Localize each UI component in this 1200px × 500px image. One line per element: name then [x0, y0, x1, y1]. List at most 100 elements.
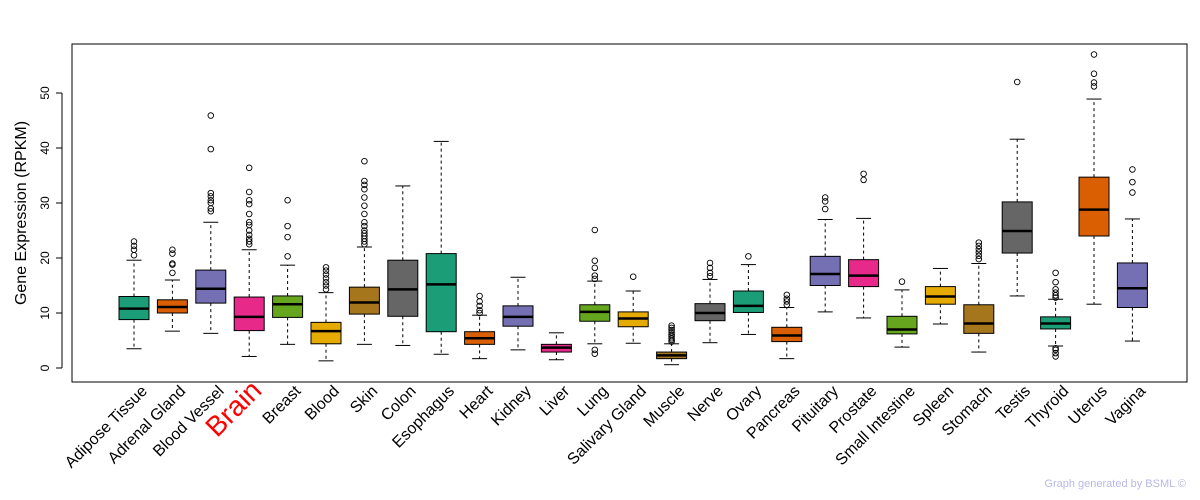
outlier-point — [1052, 289, 1059, 296]
x-tick-label: Blood — [302, 383, 343, 424]
outlier-point — [1129, 189, 1136, 196]
box-uterus — [1078, 51, 1110, 305]
outlier-point — [783, 301, 791, 309]
outlier-point — [361, 210, 368, 218]
outlier-point — [706, 259, 714, 267]
outlier-point — [975, 249, 983, 256]
outlier-point — [476, 307, 483, 314]
outlier-point — [1052, 294, 1059, 301]
box-adrenal-gland — [156, 246, 188, 332]
outlier-point — [169, 260, 176, 267]
iqr-box — [1116, 262, 1148, 309]
x-tick-label: Nerve — [685, 383, 727, 425]
x-tick-label: Liver — [537, 382, 574, 419]
outlier-point — [1052, 286, 1059, 293]
iqr-box — [886, 315, 918, 335]
outlier-point — [591, 226, 599, 234]
iqr-box — [809, 255, 841, 287]
outlier-point — [245, 221, 253, 229]
outlier-point — [322, 271, 330, 278]
iqr-box — [732, 290, 764, 313]
outlier-point — [1052, 278, 1059, 286]
box-prostate — [848, 170, 880, 319]
x-tick-label: Muscle — [641, 383, 689, 431]
outlier-point — [284, 253, 291, 260]
outlier-point — [745, 253, 752, 260]
outlier-point — [361, 194, 368, 201]
outlier-point — [245, 210, 253, 218]
outlier-point — [975, 252, 983, 260]
outlier-point — [361, 157, 368, 165]
outlier-point — [1052, 344, 1059, 352]
iqr-box — [848, 259, 880, 288]
outlier-point — [207, 199, 215, 207]
plot-frame — [71, 43, 1188, 383]
outlier-point — [591, 275, 599, 283]
outlier-point — [207, 193, 215, 200]
y-tick-label: 30 — [38, 196, 52, 210]
box-adipose-tissue — [118, 238, 150, 350]
outlier-point — [322, 278, 330, 286]
outlier-point — [207, 189, 215, 197]
outlier-point — [476, 309, 483, 317]
outlier-point — [361, 177, 368, 185]
iqr-box — [310, 321, 342, 345]
outlier-point — [1129, 166, 1136, 173]
outlier-point — [361, 218, 368, 226]
box-testis — [1001, 78, 1033, 297]
outlier-point — [1052, 292, 1059, 299]
outlier-point — [130, 251, 138, 259]
outlier-point — [169, 246, 176, 253]
outlier-point — [322, 267, 330, 274]
outlier-point — [668, 322, 675, 329]
outlier-point — [207, 145, 215, 153]
box-skin — [348, 157, 380, 345]
box-blood-vessel — [195, 112, 227, 334]
outlier-point — [169, 250, 176, 257]
box-pituitary — [809, 194, 841, 313]
outlier-point — [207, 207, 215, 215]
outlier-point — [975, 245, 983, 253]
box-liver — [540, 332, 572, 361]
box-blood — [310, 264, 342, 362]
outlier-point — [591, 264, 599, 272]
outlier-point — [245, 218, 253, 226]
outlier-point — [207, 196, 215, 204]
box-small-intestine — [886, 278, 918, 348]
box-heart — [464, 292, 496, 360]
outlier-point — [322, 282, 330, 289]
outlier-point — [476, 302, 483, 310]
outlier-point — [1052, 269, 1059, 277]
outlier-point — [245, 235, 253, 242]
iqr-box — [195, 269, 227, 304]
outlier-point — [975, 242, 983, 250]
outlier-point — [821, 198, 829, 205]
box-colon — [387, 185, 419, 346]
outlier-point — [322, 264, 330, 271]
outlier-point — [783, 291, 791, 299]
x-tick-label: Kidney — [488, 383, 535, 430]
outlier-point — [130, 238, 138, 245]
outlier-point — [591, 272, 599, 279]
outlier-point — [668, 326, 675, 334]
box-thyroid — [1040, 269, 1072, 360]
outlier-point — [169, 269, 176, 277]
outlier-point — [361, 202, 368, 209]
outlier-point — [860, 170, 867, 178]
outlier-point — [975, 239, 983, 246]
iqr-box — [1078, 176, 1110, 237]
outlier-point — [361, 227, 368, 234]
box-muscle — [656, 322, 688, 366]
outlier-point — [130, 246, 138, 253]
outlier-point — [361, 229, 368, 237]
y-axis-title: Gene Expression (RPKM) — [13, 121, 30, 305]
outlier-point — [668, 331, 675, 338]
box-spleen — [924, 267, 956, 325]
outlier-point — [284, 196, 291, 204]
box-breast — [272, 196, 304, 345]
outlier-point — [130, 242, 138, 250]
outlier-point — [898, 278, 906, 285]
box-stomach — [963, 239, 995, 353]
outlier-point — [706, 272, 714, 280]
outlier-point — [1052, 349, 1059, 357]
